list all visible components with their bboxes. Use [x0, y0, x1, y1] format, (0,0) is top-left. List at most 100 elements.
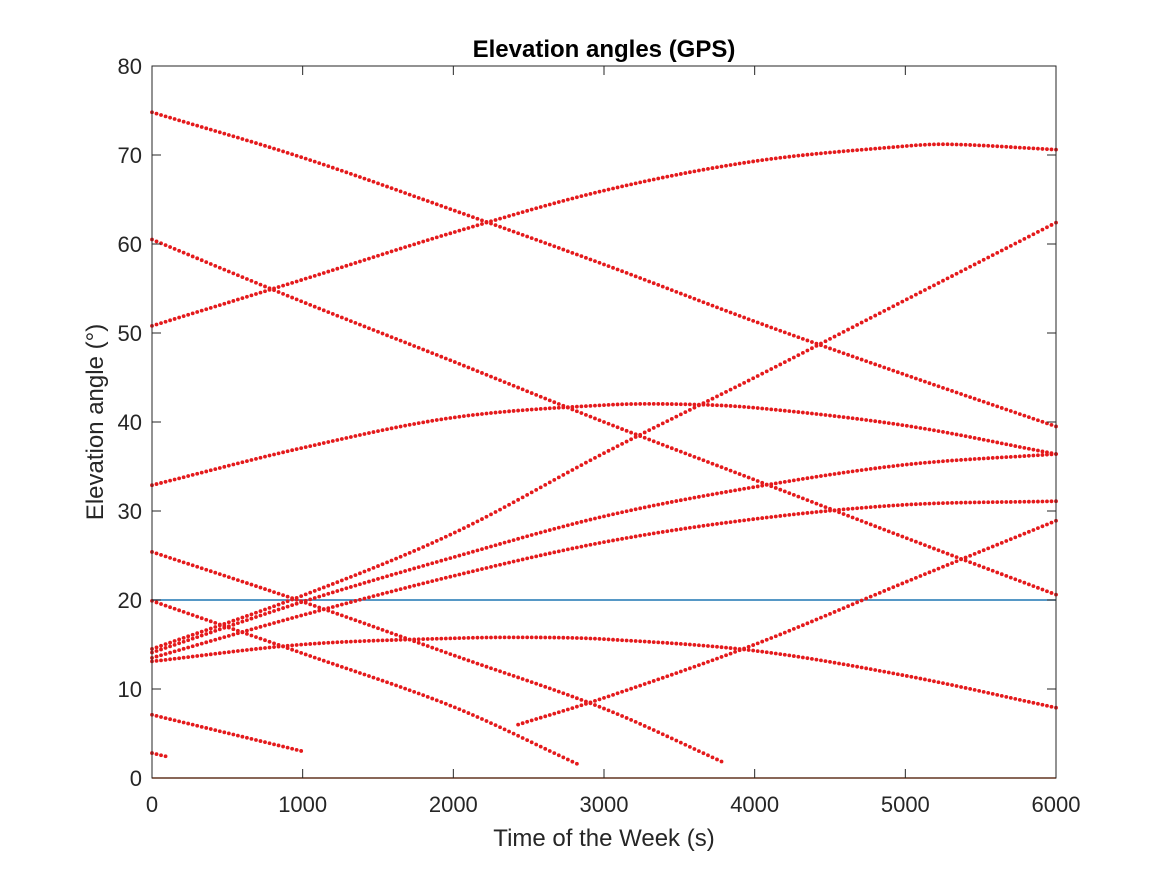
y-tick-label: 10: [118, 677, 142, 702]
data-point: [855, 356, 860, 360]
data-point: [186, 638, 191, 643]
data-point: [226, 269, 231, 274]
data-point: [371, 638, 376, 643]
data-point: [452, 360, 457, 364]
data-point: [443, 557, 448, 562]
data-point: [909, 502, 914, 507]
data-point: [674, 448, 679, 452]
data-point: [348, 171, 353, 176]
data-point: [362, 258, 367, 262]
data-point: [208, 305, 213, 310]
data-point: [204, 632, 209, 636]
data-point: [1013, 499, 1018, 504]
data-point: [877, 465, 882, 470]
data-point: [484, 372, 489, 377]
data-point: [272, 604, 276, 609]
data-point: [507, 409, 511, 414]
data-point: [615, 712, 620, 717]
data-point: [434, 235, 439, 240]
data-point: [846, 604, 850, 609]
data-point: [941, 459, 945, 464]
data-point: [461, 656, 466, 661]
data-point: [475, 715, 480, 719]
data-point: [439, 577, 444, 581]
data-point: [787, 332, 792, 336]
data-point: [480, 218, 484, 223]
data-point: [457, 528, 462, 533]
data-point: [819, 474, 823, 478]
data-point: [828, 611, 832, 616]
data-point: [1049, 452, 1054, 457]
data-point: [1013, 444, 1018, 448]
data-point: [272, 609, 276, 613]
data-point: [245, 648, 249, 652]
data-point: [425, 238, 430, 243]
data-point: [461, 526, 466, 531]
data-point: [484, 566, 489, 570]
data-point: [308, 302, 313, 307]
data-point: [1013, 241, 1018, 246]
data-point: [556, 549, 561, 554]
data-point: [882, 504, 887, 509]
data-point: [534, 742, 539, 747]
data-point: [864, 505, 869, 510]
data-point: [764, 650, 769, 655]
data-point: [217, 627, 222, 632]
data-point: [651, 728, 656, 732]
data-point: [448, 416, 453, 420]
data-point: [945, 551, 950, 556]
data-point: [629, 686, 634, 691]
data-point: [1040, 524, 1045, 529]
data-point: [281, 744, 285, 749]
data-point: [611, 538, 615, 543]
data-point: [669, 641, 674, 646]
data-point: [516, 385, 521, 390]
data-point: [520, 677, 525, 681]
data-point: [240, 137, 245, 141]
data-point: [181, 639, 186, 644]
data-point: [633, 720, 638, 724]
data-point: [832, 508, 837, 513]
data-point: [1022, 454, 1027, 458]
data-point: [222, 650, 227, 655]
data-point: [213, 621, 218, 625]
data-point: [321, 607, 326, 611]
data-point: [267, 741, 272, 746]
data-point: [394, 683, 398, 688]
data-point: [945, 276, 950, 281]
data-point: [276, 148, 281, 152]
data-point: [737, 383, 742, 388]
data-point: [317, 641, 322, 646]
data-point: [923, 543, 927, 548]
data-point: [556, 689, 561, 694]
data-point: [525, 678, 530, 683]
data-point: [312, 609, 317, 614]
data-point: [882, 527, 887, 532]
data-point: [353, 573, 358, 578]
data-point: [864, 596, 869, 601]
data-point: [258, 585, 263, 590]
data-point: [615, 425, 620, 430]
data-point: [543, 684, 548, 689]
data-point: [981, 500, 986, 505]
data-point: [448, 556, 453, 561]
data-point: [868, 522, 873, 527]
data-point: [620, 184, 624, 189]
data-point: [683, 171, 688, 175]
data-point: [647, 532, 652, 537]
data-point: [864, 147, 869, 152]
data-point: [945, 501, 950, 505]
data-point: [823, 509, 828, 513]
data-point: [995, 455, 1000, 460]
data-point: [629, 638, 634, 643]
data-point: [452, 573, 457, 578]
data-point: [629, 272, 634, 277]
data-point: [475, 412, 480, 417]
data-point: [172, 606, 177, 611]
data-point: [900, 463, 905, 467]
data-point: [620, 638, 624, 643]
data-point: [782, 479, 787, 484]
data-point: [502, 670, 507, 675]
data-point: [796, 335, 801, 340]
data-point: [367, 674, 371, 678]
